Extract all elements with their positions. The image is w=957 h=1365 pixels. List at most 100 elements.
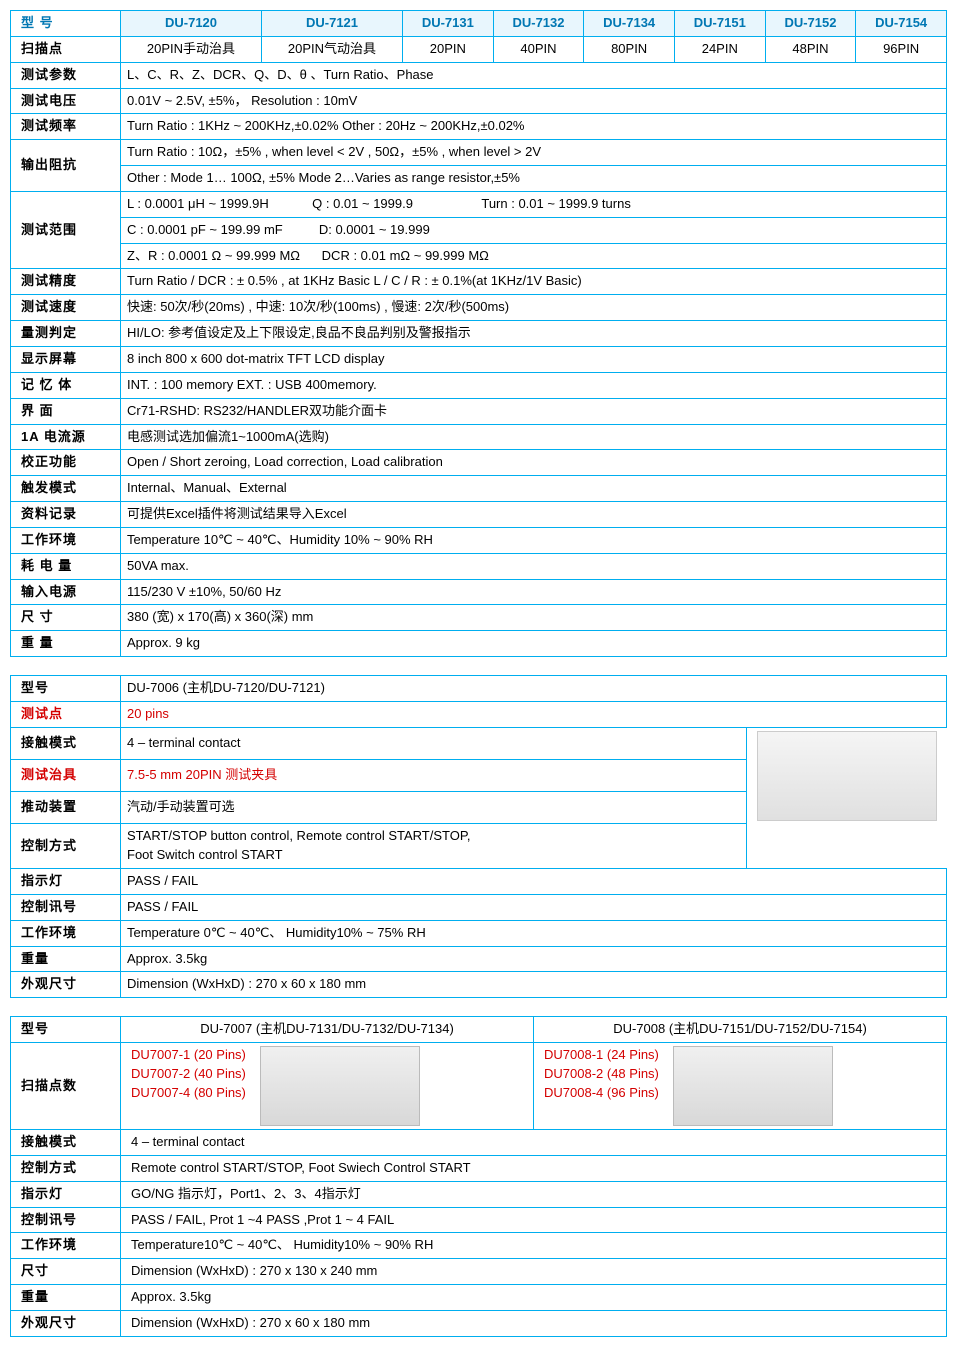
table-row-label: 记 忆 体 [11, 372, 121, 398]
table-row-value: 8 inch 800 x 600 dot-matrix TFT LCD disp… [121, 346, 947, 372]
table-row-label: 测试频率 [11, 114, 121, 140]
t3-pins-a-2: DU7007-4 (80 Pins) [131, 1084, 246, 1103]
table-row-value: 汽动/手动装置可选 [121, 792, 747, 824]
table-row-label: 控制讯号 [11, 1207, 121, 1233]
table-row-value: 7.5-5 mm 20PIN 测试夹具 [121, 759, 747, 791]
table-row-label: 型号 [11, 676, 121, 702]
table-row-value: Dimension (WxHxD) : 270 x 60 x 180 mm [121, 1310, 947, 1336]
table-row-value: Dimension (WxHxD) : 270 x 60 x 180 mm [121, 972, 947, 998]
t1-scan-5: 24PIN [674, 36, 765, 62]
table-row-value: PASS / FAIL [121, 868, 947, 894]
t1-range-3: Z、R : 0.0001 Ω ~ 99.999 MΩ DCR : 0.01 mΩ… [121, 243, 947, 269]
device-image-7006 [757, 731, 937, 821]
table-row-label: 指示灯 [11, 868, 121, 894]
table-row-label: 资料记录 [11, 502, 121, 528]
t1-scan-4: 80PIN [584, 36, 675, 62]
table-row-value: Temperature 10℃ ~ 40℃、Humidity 10% ~ 90%… [121, 527, 947, 553]
table-row-value: 4 – terminal contact [121, 1130, 947, 1156]
t1-scan-3: 40PIN [493, 36, 584, 62]
table-row-label: 重量 [11, 946, 121, 972]
table-row-value: 380 (宽) x 170(高) x 360(深) mm [121, 605, 947, 631]
table-row-value: Internal、Manual、External [121, 476, 947, 502]
table-row-value: Remote control START/STOP, Foot Swiech C… [121, 1155, 947, 1181]
device-image-b [673, 1046, 833, 1126]
t2-ctrl-label: 控制方式 [11, 824, 121, 869]
device-image-a [260, 1046, 420, 1126]
t1-range-2: C : 0.0001 pF ~ 199.99 mF D: 0.0001 ~ 19… [121, 217, 947, 243]
t1-outimp-label: 输出阻抗 [11, 140, 121, 192]
table-row-label: 测试参数 [11, 62, 121, 88]
table-row-label: 外观尺寸 [11, 972, 121, 998]
table-row-label: 工作环境 [11, 1233, 121, 1259]
table-row-value: Temperature10℃ ~ 40℃、 Humidity10% ~ 90% … [121, 1233, 947, 1259]
t1-model-3: DU-7132 [493, 11, 584, 37]
table-row-label: 指示灯 [11, 1181, 121, 1207]
table-row-value: 4 – terminal contact [121, 727, 747, 759]
t1-outimp-2: Other : Mode 1… 100Ω, ±5% Mode 2…Varies … [121, 166, 947, 192]
t2-ctrl-line2: Foot Switch control START [127, 847, 283, 862]
table-row-value: L、C、R、Z、DCR、Q、D、θ 、Turn Ratio、Phase [121, 62, 947, 88]
table-row-label: 推动装置 [11, 792, 121, 824]
table-row-value: Turn Ratio : 1KHz ~ 200KHz,±0.02% Other … [121, 114, 947, 140]
table-row-label: 1A 电流源 [11, 424, 121, 450]
table-row-value: Dimension (WxHxD) : 270 x 130 x 240 mm [121, 1259, 947, 1285]
table-row-label: 测试点 [11, 701, 121, 727]
t1-scan-6: 48PIN [765, 36, 856, 62]
table-row-label: 控制方式 [11, 1155, 121, 1181]
table-row-label: 接触模式 [11, 727, 121, 759]
spec-table-3: 型号 DU-7007 (主机DU-7131/DU-7132/DU-7134) D… [10, 1016, 947, 1337]
t1-model-4: DU-7134 [584, 11, 675, 37]
table-row-label: 尺 寸 [11, 605, 121, 631]
t1-model-5: DU-7151 [674, 11, 765, 37]
t3-pins-b-2: DU7008-4 (96 Pins) [544, 1084, 659, 1103]
t3-model-label: 型号 [11, 1017, 121, 1043]
table-row-label: 测试速度 [11, 295, 121, 321]
table-row-value: INT. : 100 memory EXT. : USB 400memory. [121, 372, 947, 398]
spec-table-1: 型 号 DU-7120 DU-7121 DU-7131 DU-7132 DU-7… [10, 10, 947, 657]
t1-scan-2: 20PIN [403, 36, 494, 62]
t3-model-a: DU-7007 (主机DU-7131/DU-7132/DU-7134) [121, 1017, 534, 1043]
table-row-label: 接触模式 [11, 1130, 121, 1156]
table-row-value: Turn Ratio / DCR : ± 0.5% , at 1KHz Basi… [121, 269, 947, 295]
t1-scan-label: 扫描点 [11, 36, 121, 62]
table-row-value: 电感测试选加偏流1~1000mA(选购) [121, 424, 947, 450]
t3-pins-a-1: DU7007-2 (40 Pins) [131, 1065, 246, 1084]
table-row-label: 重量 [11, 1285, 121, 1311]
t3-pins-b-1: DU7008-2 (48 Pins) [544, 1065, 659, 1084]
t1-outimp-1: Turn Ratio : 10Ω，±5% , when level < 2V ,… [121, 140, 947, 166]
t2-ctrl-val: START/STOP button control, Remote contro… [121, 824, 747, 869]
table-row-value: PASS / FAIL [121, 894, 947, 920]
table-row-value: PASS / FAIL, Prot 1 ~4 PASS ,Prot 1 ~ 4 … [121, 1207, 947, 1233]
t3-pins-b-cell: DU7008-1 (24 Pins) DU7008-2 (48 Pins) DU… [534, 1043, 947, 1130]
table-row-value: Approx. 3.5kg [121, 946, 947, 972]
table-row-label: 界 面 [11, 398, 121, 424]
t1-model-label: 型 号 [11, 11, 121, 37]
table-row-label: 测试精度 [11, 269, 121, 295]
t1-model-7: DU-7154 [856, 11, 947, 37]
table-row-label: 工作环境 [11, 920, 121, 946]
table-row-value: GO/NG 指示灯，Port1、2、3、4指示灯 [121, 1181, 947, 1207]
table-row-label: 测试电压 [11, 88, 121, 114]
table-row-value: HI/LO: 参考值设定及上下限设定,良品不良品判别及警报指示 [121, 321, 947, 347]
table-row-label: 工作环境 [11, 527, 121, 553]
table-row-label: 显示屏幕 [11, 346, 121, 372]
t1-range-1: L : 0.0001 μH ~ 1999.9H Q : 0.01 ~ 1999.… [121, 191, 947, 217]
t3-pins-b-0: DU7008-1 (24 Pins) [544, 1046, 659, 1065]
table-row-value: DU-7006 (主机DU-7120/DU-7121) [121, 676, 947, 702]
table-row-value: 可提供Excel插件将测试结果导入Excel [121, 502, 947, 528]
table-row-label: 输入电源 [11, 579, 121, 605]
table-row-value: 50VA max. [121, 553, 947, 579]
table-row-value: 0.01V ~ 2.5V, ±5%， Resolution : 10mV [121, 88, 947, 114]
t1-model-2: DU-7131 [403, 11, 494, 37]
table-row-label: 外观尺寸 [11, 1310, 121, 1336]
t1-scan-0: 20PIN手动治具 [121, 36, 262, 62]
table-row-label: 测试治具 [11, 759, 121, 791]
table-row-label: 控制讯号 [11, 894, 121, 920]
t3-pins-a-0: DU7007-1 (20 Pins) [131, 1046, 246, 1065]
table-row-value: Cr71-RSHD: RS232/HANDLER双功能介面卡 [121, 398, 947, 424]
t2-ctrl-line1: START/STOP button control, Remote contro… [127, 828, 470, 843]
t3-scan-label: 扫描点数 [11, 1043, 121, 1130]
table-row-value: Temperature 0℃ ~ 40℃、 Humidity10% ~ 75% … [121, 920, 947, 946]
t3-model-b: DU-7008 (主机DU-7151/DU-7152/DU-7154) [534, 1017, 947, 1043]
table-row-value: Approx. 3.5kg [121, 1285, 947, 1311]
